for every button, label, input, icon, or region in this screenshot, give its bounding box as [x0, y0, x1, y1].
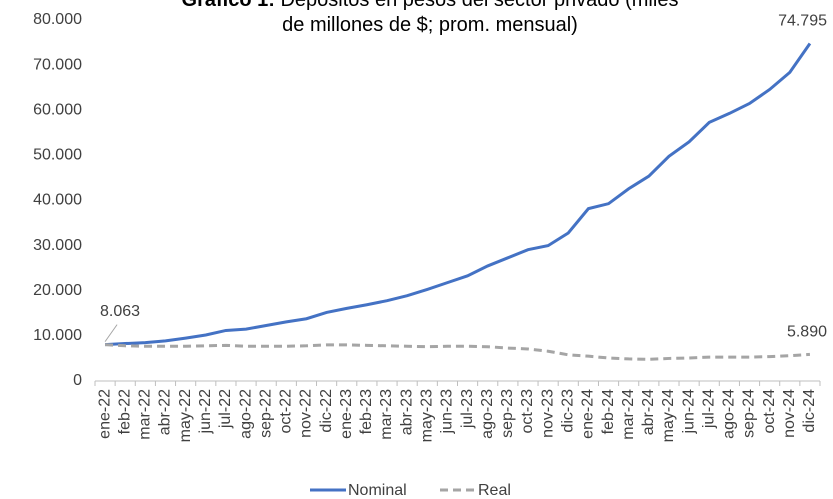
title-prefix: Gráfico 1:	[181, 0, 275, 11]
x-tick-label: sep-24	[741, 389, 758, 438]
legend-label: Real	[478, 482, 511, 499]
x-tick-label: ene-22	[96, 389, 113, 439]
x-tick-label: sep-23	[499, 389, 516, 438]
x-tick-label: may-23	[419, 389, 436, 442]
x-tick-label: mar-23	[378, 389, 395, 440]
x-tick-label: jul-23	[459, 389, 476, 429]
title-text: Depósitos en pesos del sector privado (m…	[280, 0, 679, 36]
data-label: 8.063	[100, 303, 140, 320]
x-tick-label: may-22	[177, 389, 194, 442]
series-line	[104, 343, 811, 361]
x-tick-label: oct-24	[761, 389, 778, 434]
x-tick-label: jul-22	[217, 389, 234, 429]
x-tick-label: nov-23	[539, 389, 556, 438]
x-tick-label: nov-24	[781, 389, 798, 438]
x-tick-label: jul-24	[700, 389, 717, 429]
y-tick-label: 40.000	[33, 192, 82, 209]
legend-label: Nominal	[348, 482, 407, 499]
y-tick-label: 30.000	[33, 237, 82, 254]
x-tick-label: dic-22	[318, 389, 335, 433]
y-tick-label: 60.000	[33, 101, 82, 118]
x-tick-label: jun-24	[680, 389, 697, 435]
x-tick-label: dic-23	[559, 389, 576, 433]
y-tick-label: 80.000	[33, 11, 82, 28]
x-tick-label: ene-24	[580, 389, 597, 439]
x-tick-label: oct-22	[278, 389, 295, 434]
chart-title: Gráfico 1: Depósitos en pesos del sector…	[180, 0, 680, 38]
x-tick-label: mar-22	[137, 389, 154, 440]
x-tick-label: abr-24	[640, 389, 657, 435]
x-tick-label: ene-23	[338, 389, 355, 439]
x-tick-label: ago-22	[237, 389, 254, 439]
x-tick-label: may-24	[660, 389, 677, 442]
x-tick-label: mar-24	[620, 389, 637, 440]
x-tick-label: ago-23	[479, 389, 496, 439]
x-tick-label: feb-22	[116, 389, 133, 434]
y-tick-label: 0	[73, 372, 82, 389]
y-tick-label: 10.000	[33, 327, 82, 344]
x-tick-label: feb-24	[600, 389, 617, 434]
y-tick-label: 50.000	[33, 147, 82, 164]
x-tick-label: jun-23	[439, 389, 456, 435]
x-tick-label: abr-23	[398, 389, 415, 435]
x-tick-label: jun-22	[197, 389, 214, 435]
y-tick-label: 20.000	[33, 282, 82, 299]
series-line	[104, 42, 812, 347]
x-tick-label: oct-23	[519, 389, 536, 434]
x-tick-label: nov-22	[298, 389, 315, 438]
y-tick-label: 70.000	[33, 56, 82, 73]
leader-line	[104, 324, 118, 342]
x-tick-label: abr-22	[157, 389, 174, 435]
x-tick-label: ago-24	[721, 389, 738, 439]
x-tick-label: dic-24	[801, 389, 818, 433]
data-label: 74.795	[778, 13, 827, 30]
data-label: 5.890	[787, 324, 827, 341]
x-tick-label: sep-22	[257, 389, 274, 438]
x-tick-label: feb-23	[358, 389, 375, 434]
